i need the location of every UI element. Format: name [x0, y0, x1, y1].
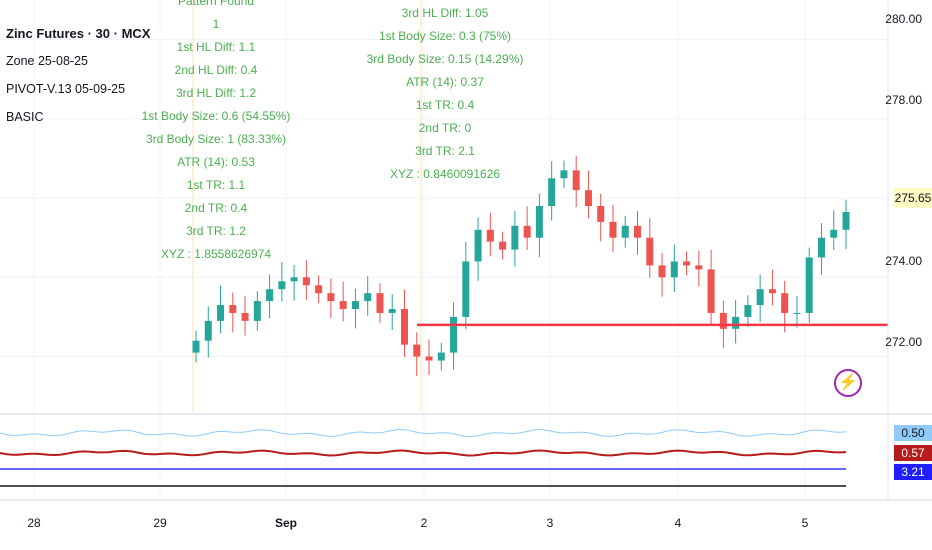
candle-body	[817, 237, 825, 258]
candle-body	[462, 261, 470, 317]
candle-body	[450, 316, 458, 353]
candle-body	[756, 289, 764, 306]
candle-body	[842, 211, 850, 230]
indicator-line-light-blue	[0, 428, 847, 438]
indicator-badge-light-blue: 0.50	[894, 425, 932, 441]
annotation-line: 3rd HL Diff: 1.05	[401, 6, 489, 20]
candle-body	[474, 229, 482, 262]
candle-body	[351, 301, 359, 309]
pattern-annotation-left: Pattern Found 1 1st HL Diff: 1.1 2nd HL Dif…	[96, 0, 336, 266]
candle-body	[793, 312, 801, 314]
x-tick-label: 5	[801, 516, 809, 530]
candle-body	[499, 241, 507, 250]
annotation-line: ATR (14): 0.37	[406, 75, 484, 89]
candle-body	[290, 277, 298, 282]
y-tick-label: 272.00	[885, 335, 922, 349]
annotation-line: 1	[212, 17, 220, 31]
candle-body	[486, 229, 494, 242]
candle-body	[388, 309, 396, 313]
candle-body	[719, 312, 727, 329]
annotation-line: 1st HL Diff: 1.1	[176, 40, 256, 54]
y-tick-label: 278.00	[885, 93, 922, 107]
annotation-line: ATR (14): 0.53	[177, 155, 255, 169]
candle-body	[572, 170, 580, 191]
pivot-indicator-label[interactable]: PIVOT-V.13 05-09-25	[6, 82, 126, 96]
candle-body	[535, 206, 543, 238]
annotation-line: 1st Body Size: 0.3 (75%)	[378, 29, 512, 43]
x-tick-label: 2	[420, 516, 428, 530]
candle-body	[781, 293, 789, 313]
annotation-line: 1st Body Size: 0.6 (54.55%)	[141, 109, 291, 123]
annotation-line: 3rd TR: 2.1	[415, 144, 475, 158]
x-tick-label: 29	[153, 516, 167, 530]
annotation-line: 3rd Body Size: 1 (83.33%)	[145, 132, 287, 146]
candle-body	[437, 352, 445, 361]
candle-body	[241, 312, 249, 321]
candle-body	[621, 225, 629, 238]
annotation-line: XYZ : 1.8558626974	[160, 247, 272, 261]
candle-body	[584, 190, 592, 206]
candle-body	[315, 285, 323, 294]
candle-body	[658, 265, 666, 278]
candle-body	[695, 265, 703, 270]
candle-body	[192, 340, 200, 353]
x-tick-label: Sep	[274, 516, 298, 530]
candle-body	[376, 293, 384, 313]
candle-body	[830, 229, 838, 238]
candle-body	[768, 289, 776, 294]
annotation-line: 3rd Body Size: 0.15 (14.29%)	[366, 52, 524, 66]
candle-body	[278, 281, 286, 290]
chart-title: Zinc Futures · 30 · MCX	[6, 26, 151, 41]
candle-body	[266, 289, 274, 302]
annotation-line: 1st TR: 0.4	[415, 98, 475, 112]
annotation-line: 2nd HL Diff: 0.4	[174, 63, 258, 77]
candle-body	[217, 305, 225, 321]
last-price-badge: 275.65	[894, 188, 932, 208]
y-tick-label: 274.00	[885, 254, 922, 268]
candle-body	[511, 225, 519, 250]
annotation-line: 1st TR: 1.1	[186, 178, 246, 192]
candle-body	[597, 206, 605, 222]
annotation-line: 3rd TR: 1.2	[186, 224, 246, 238]
candle-body	[732, 316, 740, 329]
candle-body	[400, 309, 408, 345]
candle-body	[253, 301, 261, 321]
annotation-line: 2nd TR: 0.4	[184, 201, 248, 215]
candle-body	[302, 277, 310, 286]
candle-body	[229, 305, 237, 313]
candle-body	[707, 269, 715, 313]
candle-body	[523, 225, 531, 238]
candle-body	[339, 301, 347, 309]
pattern-annotation-right: 3rd HL Diff: 1.05 1st Body Size: 0.3 (75%…	[325, 2, 565, 186]
candle-body	[683, 261, 691, 266]
annotation-line: 3rd HL Diff: 1.2	[175, 86, 257, 100]
candle-body	[670, 261, 678, 278]
x-tick-label: 3	[546, 516, 554, 530]
candle-body	[413, 344, 421, 357]
annotation-line: XYZ : 0.8460091626	[389, 167, 501, 181]
candle-body	[634, 225, 642, 238]
candle-body	[327, 293, 335, 302]
lightning-icon[interactable]: ⚡	[834, 369, 862, 397]
candle-body	[364, 293, 372, 302]
candle-body	[425, 356, 433, 361]
candle-body	[560, 170, 568, 179]
zone-indicator-label[interactable]: Zone 25-08-25	[6, 54, 89, 68]
annotation-line: 2nd TR: 0	[418, 121, 472, 135]
indicator-line-red	[0, 449, 847, 457]
indicator-badge-red: 0.57	[894, 445, 932, 461]
candle-body	[744, 305, 752, 317]
x-tick-label: 28	[27, 516, 41, 530]
annotation-line: Pattern Found	[177, 0, 255, 8]
indicator-badge-blue: 3.21	[894, 464, 932, 480]
basic-indicator-label[interactable]: BASIC	[6, 110, 44, 124]
candle-body	[548, 178, 556, 206]
candle-body	[646, 237, 654, 266]
x-tick-label: 4	[674, 516, 682, 530]
candle-body	[805, 257, 813, 313]
candle-body	[204, 320, 212, 341]
candle-body	[609, 221, 617, 238]
y-tick-label: 280.00	[885, 12, 922, 26]
